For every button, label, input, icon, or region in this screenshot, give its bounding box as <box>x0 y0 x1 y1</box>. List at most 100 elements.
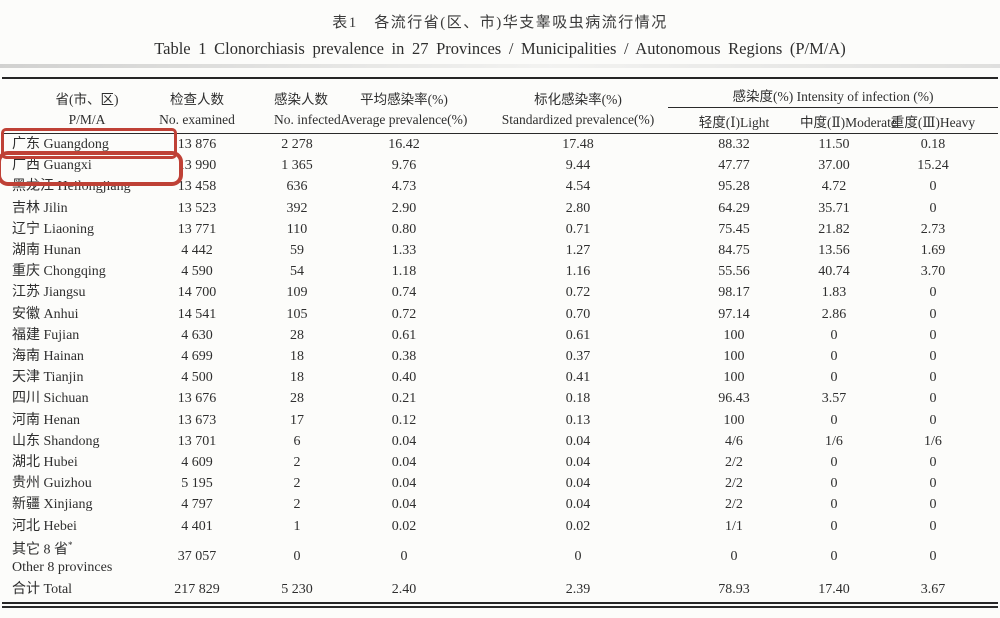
col-header-light: 轻度(Ⅰ)Light <box>668 107 800 134</box>
value-cell: 0.02 <box>565 518 591 534</box>
value-cell: 18 <box>290 349 304 365</box>
value-cell: 59 <box>290 243 304 259</box>
value-cell: 4 609 <box>181 455 213 471</box>
table-body: 广东 Guangdong 13 876 2 278 16.42 17.48 88.32 11… <box>2 134 998 604</box>
value-cell: 0 <box>929 349 937 365</box>
value-cell: 5 230 <box>274 576 320 604</box>
value-cell: 13 876 <box>177 137 217 152</box>
province-cell: 新疆 Xinjiang <box>12 497 93 513</box>
value-cell: 13 523 <box>177 200 217 216</box>
col-header-heavy: 重度(Ⅲ)Heavy <box>868 107 998 134</box>
value-cell: 0 <box>830 370 838 386</box>
province-cell: 湖南 Hunan <box>12 243 81 259</box>
value-cell: 84.75 <box>718 243 750 259</box>
table-row: 黑龙江 Heilongjiang 13 458 636 4.73 4.54 95.28 4.… <box>2 176 998 197</box>
province-cell: 江苏 Jiangsu <box>12 285 86 301</box>
col-group-header-intensity: 感染度(%) Intensity of infection (%) <box>668 78 998 108</box>
value-cell: 0.04 <box>391 433 417 449</box>
col-header-standardized-en: Standardized prevalence(%) <box>488 107 668 134</box>
value-cell: 1.27 <box>565 243 591 259</box>
table-row: 河北 Hebei 4 401 1 0.02 0.02 1/1 0 0 <box>2 516 998 537</box>
province-cell: 其它 8 省* Other 8 provinces <box>12 539 113 576</box>
value-cell: 2 278 <box>281 137 313 152</box>
value-cell: 1.33 <box>391 243 417 259</box>
value-cell: 4 590 <box>181 264 213 280</box>
province-cell: 重庆 Chongqing <box>12 264 106 280</box>
province-cell: 河南 Henan <box>12 412 81 428</box>
table-row: 四川 Sichuan 13 676 28 0.21 0.18 96.43 3.57 0 <box>2 388 998 409</box>
value-cell: 0 <box>830 518 838 534</box>
value-cell: 15.24 <box>917 158 949 174</box>
value-cell: 88.32 <box>718 137 750 152</box>
table-title-zh: 表1 各流行省(区、市)华支睾吸虫病流行情况 <box>332 15 668 31</box>
value-cell: 78.93 <box>668 576 800 604</box>
value-cell: 0.04 <box>391 476 417 492</box>
value-cell: 37.00 <box>818 158 850 174</box>
table-row: 贵州 Guizhou 5 195 2 0.04 0.04 2/2 0 0 <box>2 473 998 494</box>
value-cell: 0 <box>929 455 937 471</box>
value-cell: 1.83 <box>821 285 847 301</box>
value-cell: 100 <box>723 370 745 386</box>
value-cell: 1/1 <box>725 518 743 534</box>
table-row: 山东 Shandong 13 701 6 0.04 0.04 4/6 1/6 1/6 <box>2 431 998 452</box>
province-cell: 四川 Sichuan <box>12 391 89 407</box>
value-cell: 0 <box>830 476 838 492</box>
value-cell: 55.56 <box>718 264 750 280</box>
value-cell: 2 <box>293 476 301 492</box>
table-bottom-rule <box>2 606 998 608</box>
table-row: 安徽 Anhui 14 541 105 0.72 0.70 97.14 2.86 0 <box>2 304 998 325</box>
value-cell: 105 <box>286 306 308 322</box>
value-cell: 0 <box>929 306 937 322</box>
table-row: 吉林 Jilin 13 523 392 2.90 2.80 64.29 35.71 0 <box>2 198 998 219</box>
value-cell: 97.14 <box>718 306 750 322</box>
value-cell: 2/2 <box>725 455 743 471</box>
value-cell: 0.18 <box>565 391 591 407</box>
table-row: 湖北 Hubei 4 609 2 0.04 0.04 2/2 0 0 <box>2 452 998 473</box>
value-cell: 4 630 <box>181 327 213 343</box>
value-cell: 17.40 <box>800 576 868 604</box>
value-cell: 35.71 <box>818 200 850 216</box>
value-cell: 0 <box>929 370 937 386</box>
value-cell: 28 <box>290 391 304 407</box>
value-cell: 0.40 <box>391 370 417 386</box>
value-cell: 2.73 <box>920 221 946 237</box>
value-cell: 3.57 <box>821 391 847 407</box>
value-cell: 2.39 <box>488 576 668 604</box>
col-header-examined-en: No. examined <box>120 107 274 134</box>
value-cell: 0.70 <box>565 306 591 322</box>
value-cell: 0.04 <box>391 455 417 471</box>
province-cell: 贵州 Guizhou <box>12 476 92 492</box>
value-cell: 9.76 <box>391 158 417 174</box>
value-cell: 0 <box>830 455 838 471</box>
value-cell: 1.18 <box>391 264 417 280</box>
value-cell: 109 <box>286 285 308 301</box>
province-cell: 湖北 Hubei <box>12 455 78 471</box>
value-cell: 2.90 <box>391 200 417 216</box>
value-cell: 2/2 <box>725 476 743 492</box>
value-cell: 0 <box>400 549 408 565</box>
value-cell: 0.37 <box>565 349 591 365</box>
value-cell: 40.74 <box>818 264 850 280</box>
value-cell: 0 <box>830 412 838 428</box>
col-header-examined-zh: 检查人数 <box>170 91 224 107</box>
province-cell: 黑龙江 Heilongjiang <box>12 179 131 195</box>
value-cell: 0.04 <box>391 497 417 513</box>
province-cell: 吉林 Jilin <box>12 200 68 216</box>
value-cell: 13 673 <box>177 412 217 428</box>
table-row: 其它 8 省* Other 8 provinces 37 057 0 0 0 0 0 0 <box>2 537 998 577</box>
col-header-pma-zh: 省(市、区) <box>55 91 119 107</box>
value-cell: 47.77 <box>718 158 750 174</box>
value-cell: 14 700 <box>177 285 217 301</box>
value-cell: 636 <box>286 179 308 195</box>
value-cell: 0 <box>830 349 838 365</box>
value-cell: 100 <box>723 327 745 343</box>
province-cell: 广东 Guangdong <box>12 137 109 152</box>
value-cell: 2.80 <box>565 200 591 216</box>
value-cell: 0.74 <box>391 285 417 301</box>
value-cell: 0.38 <box>391 349 417 365</box>
col-header-moderate: 中度(Ⅱ)Moderate <box>800 107 897 134</box>
value-cell: 4/6 <box>725 433 743 449</box>
value-cell: 0.04 <box>565 455 591 471</box>
table-row: 福建 Fujian 4 630 28 0.61 0.61 100 0 0 <box>2 325 998 346</box>
value-cell: 0 <box>929 179 937 195</box>
